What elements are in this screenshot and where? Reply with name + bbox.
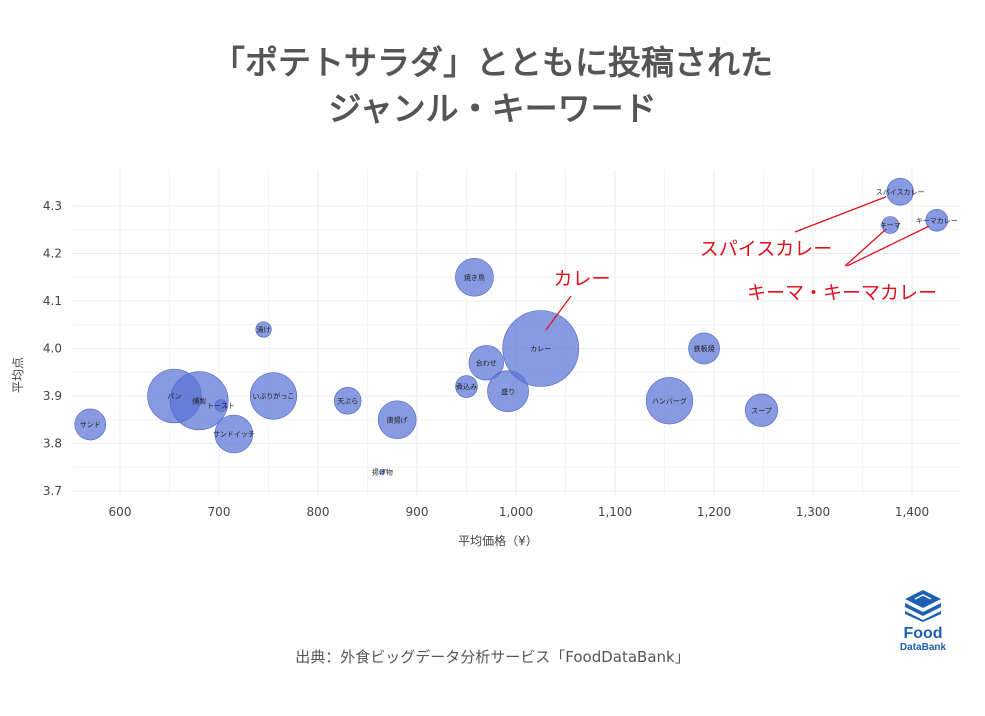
logo-icon [905,590,941,622]
bubble-label: トースト [207,402,235,410]
x-tick-label: 1,200 [697,505,731,519]
bubble-label: 合わせ [476,358,497,367]
bubble-label: 焼き鳥 [464,273,485,282]
bubble-label: 鉄板焼 [694,344,715,353]
bubble [255,321,272,338]
annotation-label: カレー [553,268,610,290]
bubbles [74,178,949,475]
bubble [74,408,107,441]
logo-word-databank: DataBank [899,642,947,653]
x-tick-label: 800 [307,505,330,519]
chart-title: 「ポテトサラダ」とともに投稿された ジャンル・キーワード [0,40,985,132]
x-tick-label: 900 [406,505,429,519]
bubble-label: サンドイッチ [213,431,255,439]
bubble [744,393,779,427]
y-axis-label: 平均点 [11,357,25,393]
bubble-label: パン [167,393,181,401]
x-tick-label: 1,100 [598,505,632,519]
x-tick-label: 1,000 [499,505,533,519]
annotation-line [545,295,572,331]
x-tick-label: 700 [208,505,231,519]
y-tick-label: 3.7 [43,484,62,498]
bubble [925,208,949,232]
bubble-label: 漬け [257,325,271,334]
x-axis-label: 平均価格（¥） [458,533,538,548]
y-tick-label: 4.2 [43,247,62,261]
y-tick-label: 4.3 [43,199,62,213]
bubble [468,345,504,381]
bubble [214,414,254,454]
bubble-label: ハンバーグ [652,396,687,405]
bubble [645,377,694,425]
bubble [214,399,228,412]
bubble-label: サンド [80,421,101,429]
annotation-label: スパイスカレー [700,238,832,260]
bubble [169,371,229,431]
bubble-label: 燻製 [192,396,206,405]
y-tick-label: 3.8 [43,437,62,451]
x-tick-label: 600 [109,505,132,519]
annotation-label: キーマ・キーマカレー [747,282,937,304]
x-tick-label: 1,300 [796,505,830,519]
bubble-label: 盛り [501,387,515,396]
bubble [688,332,720,365]
bubble-label: 煮込み [456,382,477,391]
bubble [377,400,417,440]
y-tick-label: 4.0 [43,342,62,356]
axis-ticks: 600 700 800 900 1,000 1,100 1,200 1,300 1,400 3.7… [43,199,929,519]
bubble-label: スープ [751,407,772,415]
source-note: 出典：外食ビッグデータ分析サービス「FoodDataBank」 [295,648,690,666]
bubble [502,310,580,387]
chart-title-line1: 「ポテトサラダ」とともに投稿された [212,43,773,82]
bubble-label: 揚げ物 [372,468,393,477]
annotation-line [794,196,887,233]
bubble-label: キーマ [880,222,901,230]
fooddatabank-logo: Food DataBank [888,588,958,654]
bubble-label: キーマカレー [916,217,958,225]
bubble [487,370,529,413]
bubble [886,178,914,206]
bubble-label: いぶりがっこ [252,392,294,401]
bubble-label: カレー [530,345,551,353]
chart-title-line2: ジャンル・キーワード [328,89,657,128]
bubble [379,469,386,475]
x-tick-label: 1,400 [895,505,929,519]
bubble-label: スパイスカレー [876,188,925,196]
bubble-label: 天ぷら [337,397,358,405]
bubble [249,372,298,420]
bubble [455,375,478,398]
annotation-line [844,228,887,267]
y-tick-label: 4.1 [43,294,62,308]
logo-word-food: Food [903,625,943,642]
y-tick-label: 3.9 [43,389,62,403]
annotation-line [846,225,930,267]
bubble-label: 唐揚げ [387,415,408,424]
bubble [333,387,362,415]
bubble [455,257,494,297]
